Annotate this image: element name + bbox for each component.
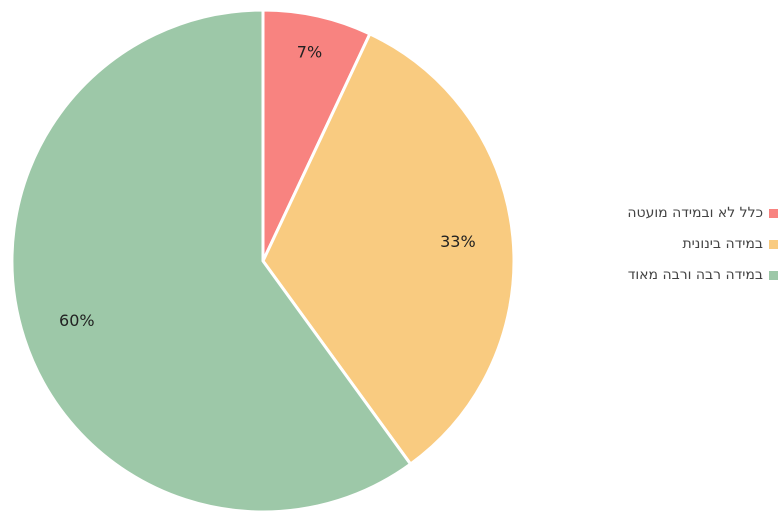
pie-slice-high: [10, 8, 413, 511]
legend-swatch-medium: [769, 239, 778, 249]
pie-slice-low: [261, 8, 372, 263]
pie-slice-medium: [261, 32, 516, 466]
pie-slices: [10, 8, 516, 511]
legend-item-low: כלל לא ובמידה מועטה: [627, 204, 778, 222]
legend-label-medium: במידה בינונית: [682, 236, 763, 252]
legend-item-medium: במידה בינונית: [627, 235, 778, 253]
legend-label-low: כלל לא ובמידה מועטה: [627, 205, 763, 221]
pie-slice-labels: 7% 33% 60%: [59, 42, 476, 330]
legend-swatch-high: [769, 270, 778, 280]
slice-label-low: 7%: [297, 42, 322, 61]
legend-label-high: במידה רבה ורבה מאוד: [627, 267, 763, 283]
legend-item-high: במידה רבה ורבה מאוד: [627, 266, 778, 284]
slice-label-high: 60%: [59, 311, 95, 330]
legend-swatch-low: [769, 208, 778, 218]
slice-label-medium: 33%: [440, 232, 476, 251]
chart-legend: כלל לא ובמידה מועטה במידה בינונית במידה …: [627, 204, 778, 297]
